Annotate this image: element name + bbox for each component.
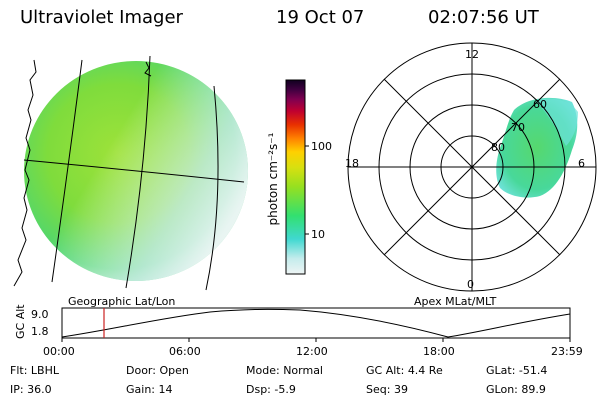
mlat-label-60: 60 — [533, 98, 547, 111]
altitude-ytick-9: 9.0 — [31, 308, 49, 321]
altitude-curve — [61, 308, 571, 338]
colorbar-label: photon cm⁻²s⁻¹ — [266, 132, 280, 226]
geographic-image-disk — [24, 61, 248, 281]
mlt-label-12: 12 — [465, 48, 479, 61]
status-glat: GLat: -51.4 — [486, 364, 548, 377]
colorbar-tick-10: 10 — [311, 228, 325, 241]
mlt-label-0: 0 — [467, 278, 474, 291]
mlat-label-70: 70 — [511, 121, 525, 134]
time-tick-0000: 00:00 — [43, 345, 75, 358]
colorbar-tick-100: 100 — [311, 140, 332, 153]
status-mode: Mode: Normal — [246, 364, 323, 377]
time-tick-2359: 23:59 — [551, 345, 583, 358]
geographic-caption: Geographic Lat/Lon — [68, 295, 176, 308]
time-tick-1800: 18:00 — [423, 345, 455, 358]
altitude-ylabel: GC Alt — [14, 304, 27, 339]
altitude-ytick-1-8: 1.8 — [31, 325, 49, 338]
time-tick-0600: 06:00 — [169, 345, 201, 358]
time-tick-1200: 12:00 — [296, 345, 328, 358]
mlat-label-80: 80 — [491, 141, 505, 154]
status-glon: GLon: 89.9 — [486, 383, 546, 396]
observation-date: 19 Oct 07 — [276, 7, 365, 28]
auroral-emission — [496, 97, 578, 198]
status-filter: Flt: LBHL — [10, 364, 59, 377]
status-ip: IP: 36.0 — [10, 383, 52, 396]
observation-time: 02:07:56 UT — [428, 7, 539, 28]
mlt-label-18: 18 — [345, 157, 359, 170]
status-seq: Seq: 39 — [366, 383, 408, 396]
status-dsp: Dsp: -5.9 — [246, 383, 296, 396]
mlt-label-6: 6 — [578, 157, 585, 170]
status-door: Door: Open — [126, 364, 189, 377]
status-gc-alt: GC Alt: 4.4 Re — [366, 364, 443, 377]
status-gain: Gain: 14 — [126, 383, 173, 396]
app-title: Ultraviolet Imager — [20, 7, 183, 28]
apex-caption: Apex MLat/MLT — [414, 295, 497, 308]
geographic-grid — [23, 55, 245, 291]
coastline — [13, 59, 37, 287]
